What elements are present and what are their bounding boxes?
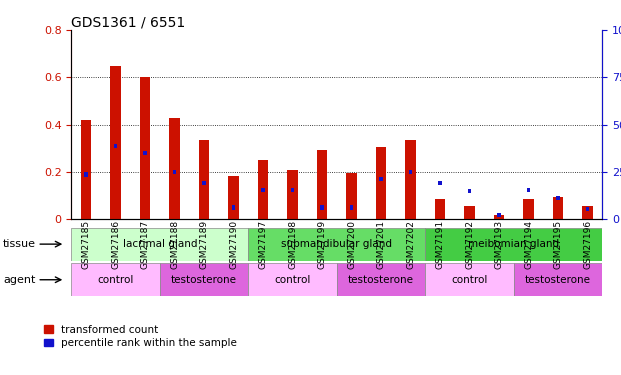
Bar (111, 66, 121, 219)
Bar (553, 197, 563, 219)
Text: GSM27197: GSM27197 (259, 220, 268, 269)
Text: GSM27195: GSM27195 (554, 220, 563, 269)
Bar (248, 228, 425, 261)
Text: GSM27200: GSM27200 (347, 220, 356, 269)
Bar (232, 206, 235, 210)
Bar (140, 77, 150, 219)
Bar (261, 188, 265, 192)
Text: testosterone: testosterone (171, 275, 237, 285)
Bar (494, 214, 504, 219)
Bar (556, 196, 560, 200)
Text: GSM27189: GSM27189 (200, 220, 209, 269)
Bar (84, 172, 88, 177)
Text: tissue: tissue (3, 239, 36, 249)
Text: GSM27193: GSM27193 (495, 220, 504, 269)
Bar (160, 263, 248, 296)
Bar (582, 206, 593, 219)
Text: GSM27196: GSM27196 (583, 220, 592, 269)
Text: GSM27187: GSM27187 (141, 220, 150, 269)
Bar (317, 150, 327, 219)
Bar (143, 151, 147, 155)
Text: GSM27202: GSM27202 (406, 220, 415, 268)
Bar (527, 188, 530, 192)
Text: GSM27186: GSM27186 (111, 220, 120, 269)
Text: GSM27188: GSM27188 (170, 220, 179, 269)
Text: lacrimal gland: lacrimal gland (123, 239, 197, 249)
Text: agent: agent (3, 275, 35, 285)
Bar (409, 170, 412, 174)
Text: GSM27185: GSM27185 (82, 220, 91, 269)
Text: GSM27190: GSM27190 (229, 220, 238, 269)
Bar (288, 170, 298, 219)
Bar (337, 263, 425, 296)
Bar (71, 263, 160, 296)
Bar (248, 263, 337, 296)
Bar (435, 199, 445, 219)
Text: GSM27194: GSM27194 (524, 220, 533, 269)
Bar (229, 176, 239, 219)
Bar (199, 140, 209, 219)
Bar (524, 199, 534, 219)
Text: control: control (274, 275, 311, 285)
Text: submandibular gland: submandibular gland (281, 239, 392, 249)
Text: GSM27199: GSM27199 (318, 220, 327, 269)
Bar (406, 140, 416, 219)
Bar (81, 120, 91, 219)
Text: GSM27198: GSM27198 (288, 220, 297, 269)
Bar (258, 160, 268, 219)
Bar (586, 207, 589, 211)
Text: testosterone: testosterone (525, 275, 591, 285)
Text: testosterone: testosterone (348, 275, 414, 285)
Text: GSM27201: GSM27201 (377, 220, 386, 269)
Bar (465, 206, 475, 219)
Bar (376, 147, 386, 219)
Text: GDS1361 / 6551: GDS1361 / 6551 (71, 15, 186, 29)
Text: control: control (97, 275, 134, 285)
Bar (320, 206, 324, 210)
Text: GSM27192: GSM27192 (465, 220, 474, 269)
Bar (468, 189, 471, 193)
Bar (71, 228, 248, 261)
Bar (347, 173, 357, 219)
Legend: transformed count, percentile rank within the sample: transformed count, percentile rank withi… (42, 324, 238, 349)
Bar (202, 180, 206, 185)
Bar (350, 206, 353, 210)
Bar (425, 263, 514, 296)
Bar (114, 144, 117, 148)
Bar (425, 228, 602, 261)
Bar (379, 177, 383, 181)
Bar (438, 180, 442, 185)
Text: meibomian gland: meibomian gland (468, 239, 560, 249)
Text: control: control (451, 275, 488, 285)
Bar (514, 263, 602, 296)
Bar (497, 213, 501, 217)
Bar (173, 170, 176, 174)
Bar (291, 188, 294, 192)
Bar (170, 118, 180, 219)
Text: GSM27191: GSM27191 (436, 220, 445, 269)
